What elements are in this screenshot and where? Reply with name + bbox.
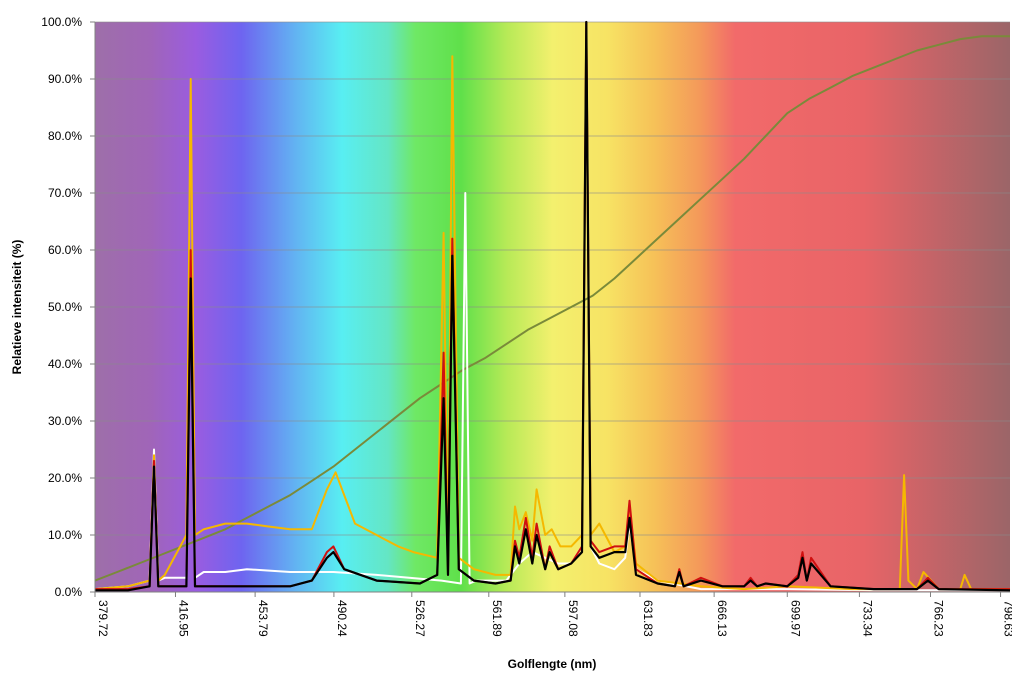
y-tick-label: 50.0% (48, 300, 82, 314)
y-tick-label: 70.0% (48, 186, 82, 200)
x-tick-label: 631.83 (641, 600, 655, 637)
x-tick-label: 733.34 (860, 600, 874, 637)
x-tick-label: 490.24 (335, 600, 349, 637)
x-axis-title: Golflengte (nm) (508, 657, 597, 671)
x-tick-label: 416.95 (176, 600, 190, 637)
y-axis-ticks: 0.0% 10.0% 20.0% 30.0% 40.0% 50.0% 60.0% 70.0% 8… (41, 15, 95, 599)
y-tick-label: 80.0% (48, 129, 82, 143)
y-tick-label: 40.0% (48, 357, 82, 371)
x-tick-label: 453.79 (256, 600, 270, 637)
x-tick-label: 766.23 (932, 600, 946, 637)
x-tick-label: 597.08 (566, 600, 580, 637)
series-line-5 (95, 20, 1011, 592)
x-tick-label: 699.97 (788, 600, 802, 637)
y-axis-title: Relatieve intensiteit (%) (10, 240, 24, 375)
y-tick-label: 30.0% (48, 414, 82, 428)
x-tick-label: 379.72 (96, 600, 110, 637)
series-layer (94, 20, 1011, 592)
y-tick-label: 90.0% (48, 72, 82, 86)
gridlines (95, 21, 1010, 536)
y-tick-label: 60.0% (48, 243, 82, 257)
y-tick-label: 20.0% (48, 471, 82, 485)
y-tick-label: 0.0% (55, 585, 83, 599)
x-tick-label: 526.27 (413, 600, 427, 637)
x-tick-label: 798.63 (1002, 600, 1012, 637)
series-line-1 (94, 35, 1010, 582)
x-tick-label: 561.89 (490, 600, 504, 637)
y-tick-label: 100.0% (41, 15, 82, 29)
series-line-3 (94, 21, 1010, 591)
y-tick-label: 10.0% (48, 528, 82, 542)
x-tick-label: 666.13 (715, 600, 729, 637)
x-axis-ticks: 379.72 416.95 453.79 490.24 526.27 561.89 597.… (94, 592, 1012, 637)
